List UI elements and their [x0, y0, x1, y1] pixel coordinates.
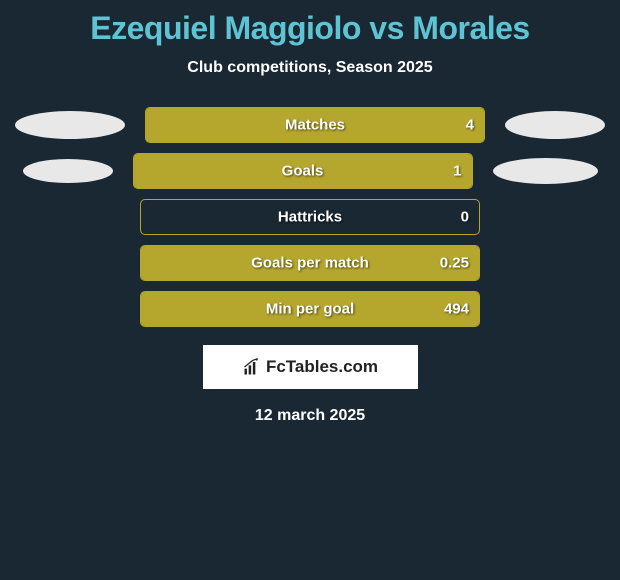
stat-value: 494 — [444, 301, 469, 318]
stat-bar: Matches 4 — [145, 107, 485, 143]
date-label: 12 march 2025 — [0, 407, 620, 425]
player-left-ellipse — [15, 111, 125, 139]
logo-text: FcTables.com — [266, 357, 378, 377]
stat-value: 0 — [461, 209, 469, 226]
player-right-ellipse — [505, 111, 605, 139]
player-right-ellipse — [493, 158, 598, 184]
stats-list: Matches 4 Goals 1 Hattricks 0 Goals per match 0… — [0, 107, 620, 327]
page-title: Ezequiel Maggiolo vs Morales — [0, 10, 620, 47]
stat-bar: Goals 1 — [133, 153, 473, 189]
stat-value: 4 — [466, 117, 474, 134]
comparison-card: Ezequiel Maggiolo vs Morales Club compet… — [0, 0, 620, 425]
chart-icon — [242, 357, 262, 377]
stat-label: Min per goal — [266, 301, 354, 318]
stat-label: Hattricks — [278, 209, 342, 226]
stat-label: Matches — [285, 117, 345, 134]
stat-row: Goals 1 — [0, 153, 620, 189]
stat-row: Matches 4 — [0, 107, 620, 143]
stat-row: Goals per match 0.25 — [0, 245, 620, 281]
stat-row: Min per goal 494 — [0, 291, 620, 327]
stat-bar: Goals per match 0.25 — [140, 245, 480, 281]
stat-value: 0.25 — [440, 255, 469, 272]
stat-label: Goals per match — [251, 255, 369, 272]
stat-row: Hattricks 0 — [0, 199, 620, 235]
stat-label: Goals — [282, 163, 324, 180]
player-left-ellipse — [23, 159, 113, 183]
logo-box[interactable]: FcTables.com — [203, 345, 418, 389]
stat-bar: Hattricks 0 — [140, 199, 480, 235]
stat-bar: Min per goal 494 — [140, 291, 480, 327]
subtitle: Club competitions, Season 2025 — [0, 59, 620, 77]
logo: FcTables.com — [242, 357, 378, 377]
stat-value: 1 — [453, 163, 461, 180]
